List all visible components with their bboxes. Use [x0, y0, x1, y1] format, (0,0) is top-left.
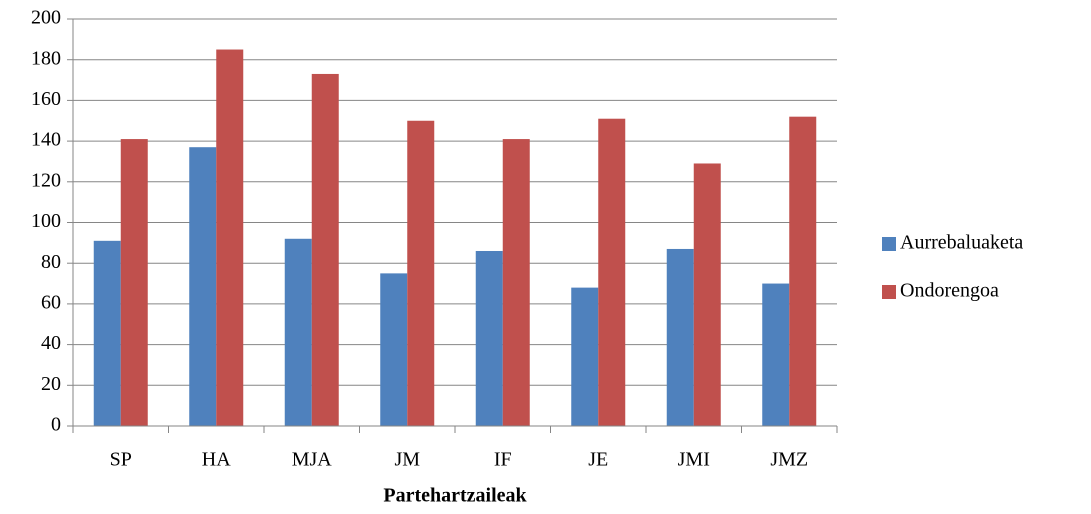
y-tick-label: 80	[41, 251, 61, 273]
y-tick-label: 20	[41, 373, 61, 395]
bar	[693, 163, 721, 427]
bar	[789, 116, 817, 427]
bar	[311, 73, 339, 426]
legend-label: Aurrebaluaketa	[900, 232, 1023, 254]
bar	[666, 248, 694, 426]
bar	[216, 49, 244, 427]
bar	[475, 250, 503, 426]
y-tick-label: 100	[31, 210, 61, 232]
bar	[120, 139, 148, 426]
y-tick-label: 40	[41, 332, 61, 354]
x-tick-label: JMZ	[770, 449, 808, 471]
bar	[380, 273, 408, 426]
x-tick-label: JM	[394, 449, 420, 471]
x-tick-label: HA	[202, 449, 231, 471]
legend-swatch	[882, 285, 896, 299]
y-tick-label: 180	[31, 47, 61, 69]
y-tick-label: 200	[31, 7, 61, 29]
y-tick-label: 0	[51, 414, 61, 436]
x-tick-label: IF	[494, 449, 512, 471]
y-tick-label: 140	[31, 129, 61, 151]
bar	[502, 139, 530, 426]
x-axis-title: Partehartzaileak	[383, 485, 527, 507]
bar	[598, 118, 626, 426]
bar	[407, 120, 435, 426]
x-tick-label: SP	[110, 449, 132, 471]
y-tick-label: 60	[41, 291, 61, 313]
legend-label: Ondorengoa	[900, 280, 999, 302]
legend-swatch	[882, 237, 896, 251]
y-tick-label: 120	[31, 169, 61, 191]
bar	[284, 238, 312, 426]
bar	[93, 240, 121, 426]
y-tick-label: 160	[31, 88, 61, 110]
bar	[189, 147, 217, 426]
x-tick-label: MJA	[292, 449, 333, 471]
x-tick-label: JE	[588, 449, 608, 471]
bar	[762, 283, 790, 426]
x-tick-label: JMI	[678, 449, 710, 471]
bar	[571, 287, 599, 426]
